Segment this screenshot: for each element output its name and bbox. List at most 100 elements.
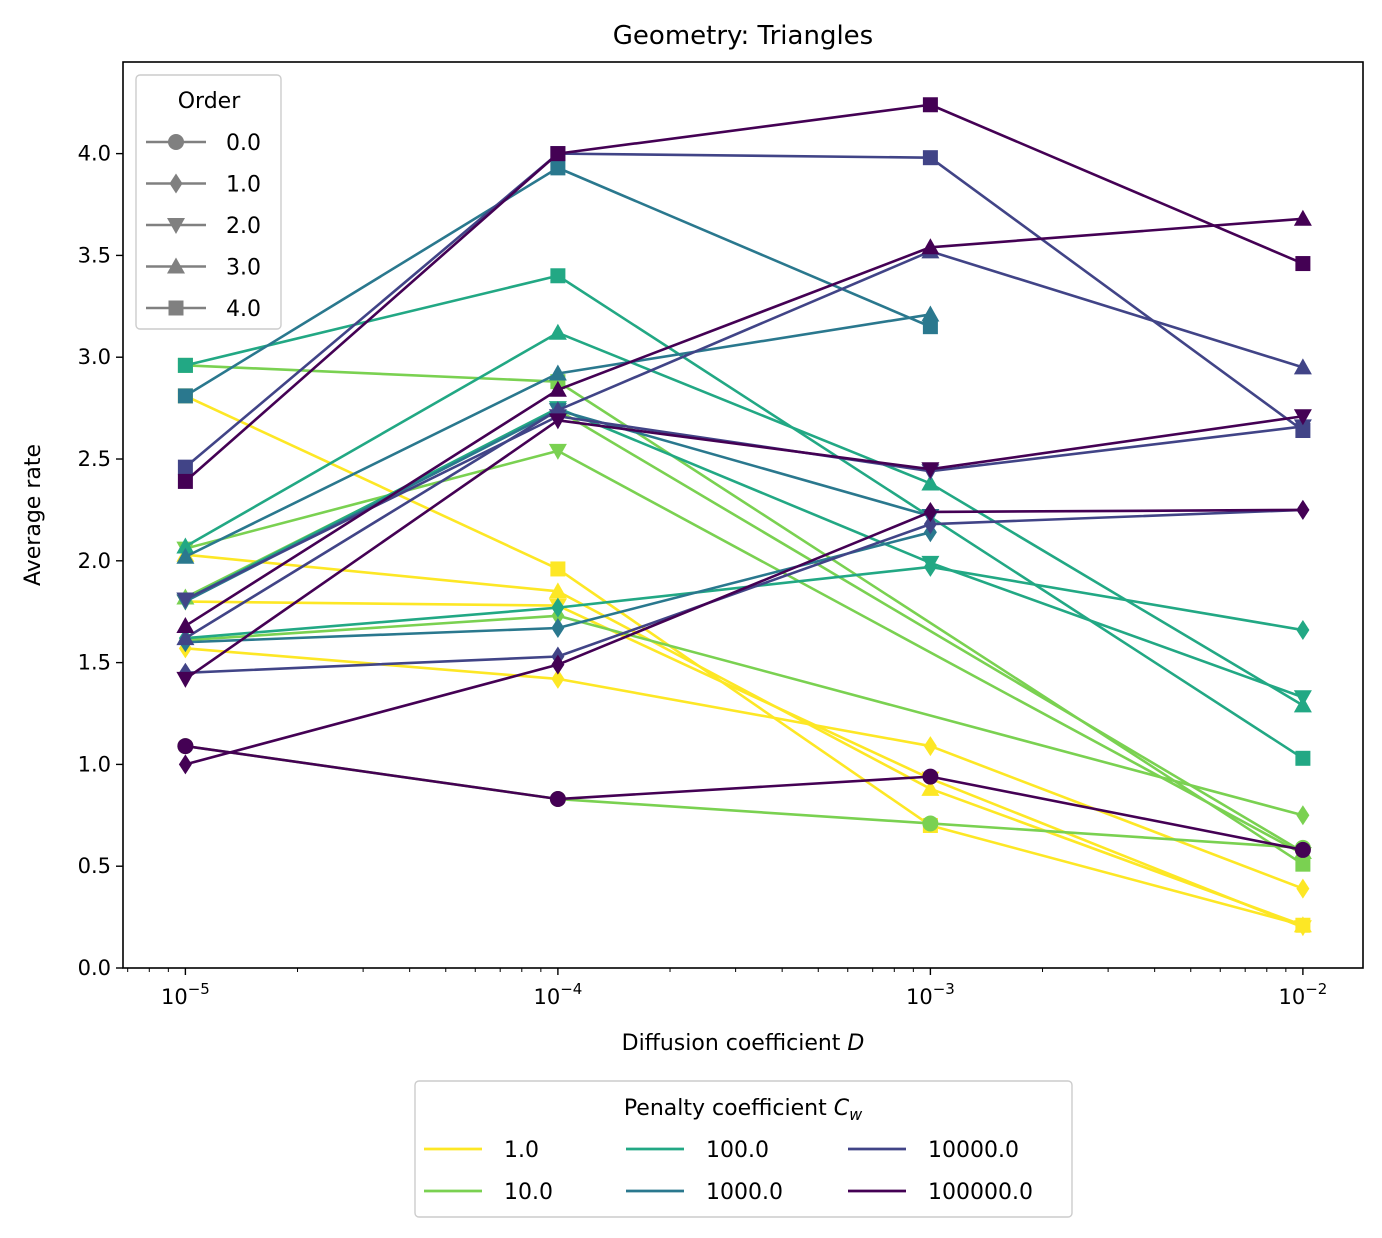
data-point [177,388,193,404]
data-point [176,537,195,554]
data-point [549,791,566,808]
data-point [548,364,567,381]
x-tick-label: 10−5 [161,980,210,1009]
series-line [185,508,1303,766]
y-tick-label: 3.5 [78,243,111,267]
series-line [184,103,1304,483]
x-tick-label: 10−3 [906,980,955,1009]
legend-penalty-label: 100.0 [706,1138,769,1163]
data-point [176,547,195,564]
legend-penalty-label: 10.0 [504,1180,553,1205]
data-point [1295,856,1311,872]
data-point [923,514,937,535]
data-point [550,146,566,162]
data-point [1293,409,1312,426]
series-line [185,508,1303,675]
legend-order-entry: 2.0 [146,214,261,239]
series-100000.0-2.0 [176,409,1312,688]
data-point [923,736,937,757]
data-point [177,738,194,755]
legend-penalty-title: Penalty coefficient Cw [624,1096,863,1124]
legend-order-entry: 0.0 [146,131,261,156]
data-point [1295,256,1311,272]
y-tick-label: 2.5 [78,447,111,471]
legend-penalty-label: 1.0 [504,1138,539,1163]
data-point [921,474,940,491]
series-line [184,414,1304,680]
legend-order-marker [168,134,184,150]
chart-title: Geometry: Triangles [613,21,873,51]
data-point [550,160,566,176]
legend-penalty-label: 1000.0 [706,1180,783,1205]
legend-order-marker [167,257,185,274]
legend-order-marker [169,173,183,194]
legend-order-label: 4.0 [226,297,261,322]
data-point [548,413,567,430]
data-point [921,779,940,796]
legend-order-marker [167,218,185,234]
data-point [176,671,195,688]
data-point [548,401,567,418]
series-1000.0-4.0 [177,160,938,404]
data-point [548,582,567,599]
series-line [184,152,1304,469]
legend-penalty-label: 10000.0 [928,1138,1019,1163]
data-point [922,319,938,335]
series-1000.0-3.0 [176,305,940,564]
data-point [1293,696,1312,713]
series-100000.0-1.0 [178,499,1310,775]
legend-order-label: 1.0 [226,173,261,198]
legend-order-entry: 1.0 [146,173,261,198]
data-point [551,597,565,618]
data-point [551,617,565,638]
legend-penalty-entry: 10.0 [424,1180,553,1205]
legend-order-label: 3.0 [226,256,261,281]
legend-order-label: 2.0 [226,214,261,239]
legend-penalty: Penalty coefficient Cw 1.0 10.0 100.0 1000.0… [414,1080,1073,1218]
x-axis-label-text: Diffusion coefficient [622,1031,848,1056]
legend-penalty-entry: 1000.0 [626,1180,783,1205]
y-tick-label: 3.0 [78,345,111,369]
series-100.0-3.0 [176,323,1312,713]
legend-penalty-frame [414,1080,1073,1218]
legend-penalty-entry: 1.0 [424,1138,539,1163]
series-10000.0-3.0 [176,242,1312,646]
y-tick-label: 2.0 [78,549,111,573]
x-tick-label: 10−4 [533,980,582,1009]
y-axis-label: Average rate [21,444,46,586]
data-point [921,555,940,572]
series-line [184,394,1304,927]
data-point [921,305,940,322]
data-point [177,473,193,489]
data-point [1295,750,1311,766]
data-point [176,629,195,646]
data-point [922,768,939,785]
x-axis-label: Diffusion coefficient D [622,1031,865,1056]
legend-order-title: Order [178,89,241,114]
series-layer [176,97,1312,937]
data-point [176,592,195,609]
legend-penalty-entry: 100000.0 [848,1180,1033,1205]
y-tick-label: 1.0 [78,752,111,776]
series-10000.0-4.0 [177,146,1311,475]
data-point [1296,805,1310,826]
series-line [185,553,1304,927]
data-point [551,654,565,675]
data-point [550,268,566,284]
data-point [1296,620,1310,641]
y-tick-label: 0.5 [78,854,111,878]
data-point [548,380,567,397]
series-line [185,744,1304,852]
data-point [178,754,192,775]
series-line [184,406,1304,699]
data-point [1294,841,1311,858]
y-tick-label: 4.0 [78,142,111,166]
legend-penalty-entry: 10000.0 [848,1138,1019,1163]
series-line [184,331,1304,707]
data-point [1296,878,1310,899]
data-point [1293,358,1312,375]
data-point [176,616,195,633]
legend-penalty-entry: 100.0 [626,1138,769,1163]
legend-order: Order 0.0 1.0 2.0 3.0 4.0 [135,74,282,330]
series-line [184,217,1303,628]
